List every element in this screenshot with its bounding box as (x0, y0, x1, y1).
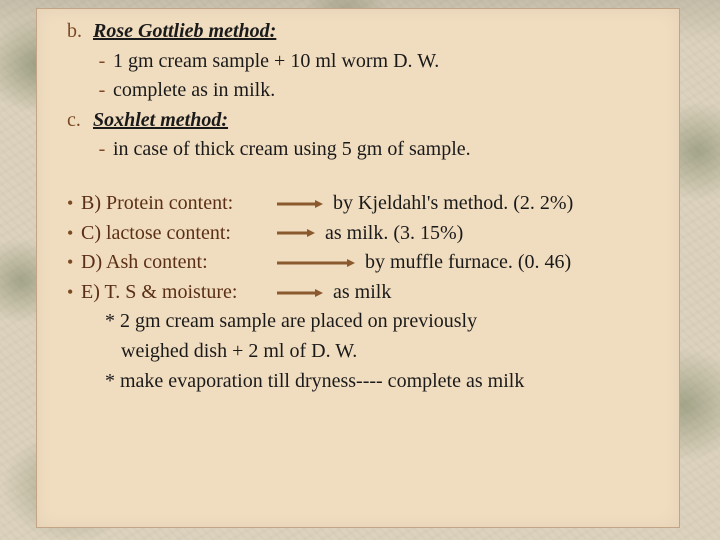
measurement-row-1: •C) lactose content: as milk. (3. 15%) (67, 219, 659, 249)
measurements-list: •B) Protein content: by Kjeldahl's metho… (67, 189, 659, 307)
section-b-item-0-text: 1 gm cream sample + 10 ml worm D. W. (113, 47, 439, 77)
measurement-value-2: by muffle furnace. (0. 46) (365, 248, 571, 278)
section-b-item-1-text: complete as in milk. (113, 76, 275, 106)
dash-icon: - (91, 76, 113, 106)
arrow-icon (277, 288, 323, 298)
section-c-item-0-text: in case of thick cream using 5 gm of sam… (113, 135, 471, 165)
measurement-label-3: E) T. S & moisture: (81, 278, 273, 308)
note-2: * make evaporation till dryness---- comp… (67, 367, 659, 397)
measurement-row-2: •D) Ash content: by muffle furnace. (0. … (67, 248, 659, 278)
note-1: weighed dish + 2 ml of D. W. (67, 337, 659, 367)
section-b-item-1: - complete as in milk. (67, 76, 659, 106)
note-0-text: * 2 gm cream sample are placed on previo… (105, 307, 477, 337)
measurement-label-1: C) lactose content: (81, 219, 273, 249)
measurement-label-0: B) Protein content: (81, 189, 273, 219)
spacer (67, 165, 659, 189)
note-0: * 2 gm cream sample are placed on previo… (67, 307, 659, 337)
arrow-icon (277, 199, 323, 209)
note-2-text: * make evaporation till dryness---- comp… (105, 367, 524, 397)
section-b-title: Rose Gottlieb method: (93, 17, 276, 47)
measurement-row-3: •E) T. S & moisture: as milk (67, 278, 659, 308)
dash-icon: - (91, 47, 113, 77)
measurement-row-0: •B) Protein content: by Kjeldahl's metho… (67, 189, 659, 219)
content-panel: { "colors": { "brown": "#5a2f16", "alpha… (36, 8, 680, 528)
section-c-title: Soxhlet method: (93, 106, 228, 136)
bullet-icon: • (67, 249, 81, 276)
dash-icon: - (91, 135, 113, 165)
bullet-icon: • (67, 190, 81, 217)
measurement-value-3: as milk (333, 278, 391, 308)
section-letter-b: b. (67, 17, 93, 47)
measurement-value-0: by Kjeldahl's method. (2. 2%) (333, 189, 573, 219)
arrow-icon (277, 228, 315, 238)
section-b-heading-line: b. Rose Gottlieb method: (67, 17, 659, 47)
arrow-icon (277, 258, 355, 268)
section-b-item-0: - 1 gm cream sample + 10 ml worm D. W. (67, 47, 659, 77)
measurement-value-1: as milk. (3. 15%) (325, 219, 463, 249)
bullet-icon: • (67, 220, 81, 247)
section-letter-c: c. (67, 106, 93, 136)
measurement-label-2: D) Ash content: (81, 248, 273, 278)
note-1-text: weighed dish + 2 ml of D. W. (121, 337, 357, 367)
section-c-item-0: - in case of thick cream using 5 gm of s… (67, 135, 659, 165)
section-c-heading-line: c. Soxhlet method: (67, 106, 659, 136)
bullet-icon: • (67, 279, 81, 306)
